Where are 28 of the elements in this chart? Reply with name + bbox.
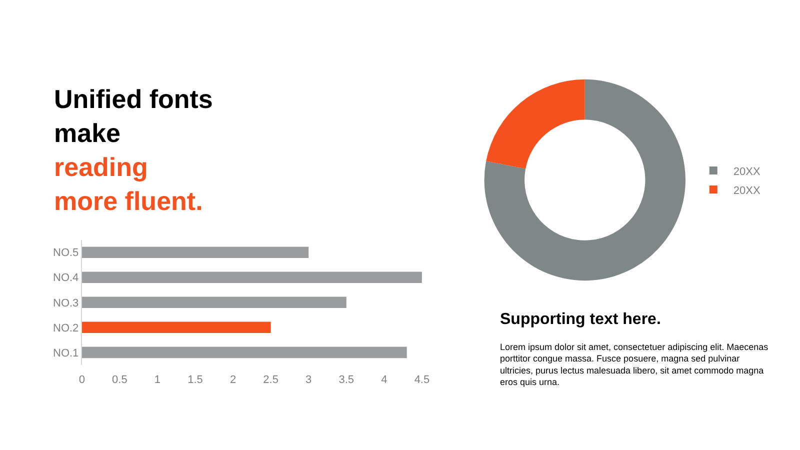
bar	[82, 296, 346, 308]
bar	[82, 272, 422, 284]
y-tick-label: NO.2	[53, 322, 79, 334]
x-tick-label: 1.5	[188, 374, 203, 386]
legend-label: 20XX	[733, 166, 761, 178]
y-tick-label: NO.3	[53, 297, 79, 310]
y-tick-label: NO.1	[53, 347, 79, 360]
donut-slice	[484, 79, 686, 280]
legend-label: 20XX	[733, 184, 761, 197]
chart-title: Unified fonts make	[54, 84, 213, 148]
x-tick-label: 2.5	[263, 374, 278, 386]
y-tick-label: NO.5	[53, 247, 79, 260]
text: Lorem ipsum dolor sit amet, consectetuer adipiscing elit. Maecenas porttitor congue massa. Fusce posuere, magna sed pulvinar ultricies, purus lectus malesuada libero, sit amet commodo magna eros quis urna.	[500, 342, 769, 388]
x-tick-label: 0.5	[112, 374, 128, 386]
x-tick-label: 3.5	[338, 374, 354, 386]
bar	[82, 322, 271, 334]
x-tick-label: 1	[154, 374, 161, 386]
x-tick-label: 4.5	[414, 374, 430, 386]
text: Supporting text here.	[500, 311, 661, 328]
chart-subtitle: reading more fluent.	[54, 152, 203, 216]
bar	[82, 346, 407, 358]
bar	[82, 246, 309, 258]
x-tick-label: 4	[381, 374, 388, 386]
donut-slice	[486, 79, 585, 169]
x-tick-label: 0	[78, 374, 85, 386]
x-tick-label: 3	[306, 374, 312, 386]
y-tick-label: NO.4	[53, 272, 79, 284]
x-tick-label: 2	[230, 374, 236, 386]
